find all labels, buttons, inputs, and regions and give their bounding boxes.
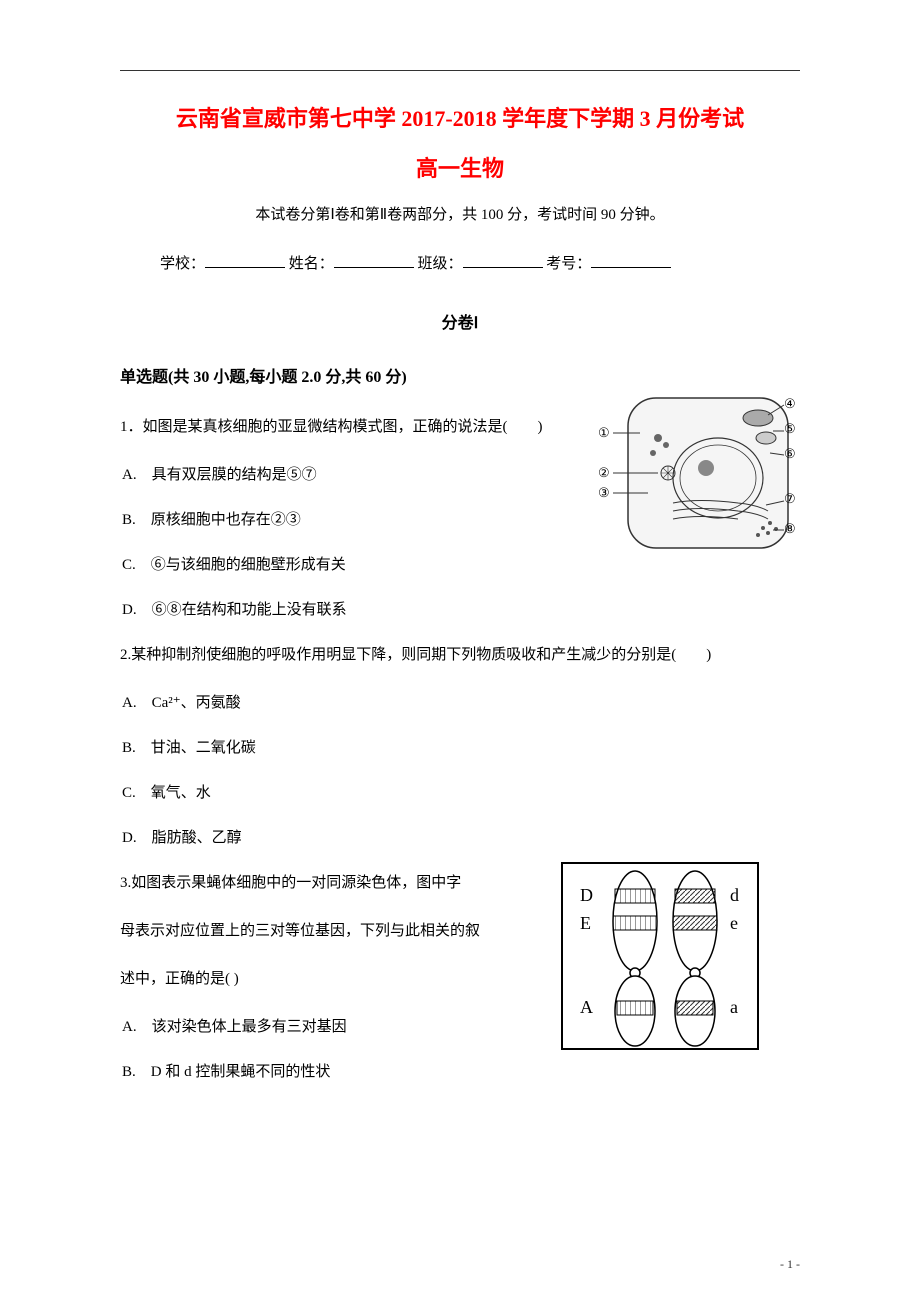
section-header: 分卷Ⅰ [120,309,800,333]
cell-figure: ① ② ③ ④ ⑤ ⑥ ⑦ ⑧ [598,393,798,558]
svg-text:③: ③ [598,485,610,500]
question-2: 2.某种抑制剂使细胞的呼吸作用明显下降，则同期下列物质吸收和产生减少的分别是( … [120,643,800,847]
name-label: 姓名： [289,256,334,272]
chromosome-figure: D E A d e a [560,861,760,1051]
examno-blank[interactable] [591,252,671,268]
svg-text:①: ① [598,425,610,440]
class-blank[interactable] [463,252,543,268]
svg-text:D: D [580,885,593,905]
svg-text:②: ② [598,465,610,480]
q1-option-d[interactable]: D. ⑥⑧在结构和功能上没有联系 [120,598,800,619]
title-sub: 高一生物 [120,151,800,183]
q2-option-c[interactable]: C. 氧气、水 [120,781,800,802]
q2-option-d[interactable]: D. 脂肪酸、乙醇 [120,826,800,847]
svg-text:⑧: ⑧ [784,521,796,536]
svg-text:E: E [580,913,591,933]
name-blank[interactable] [334,252,414,268]
mc-instruction: 单选题(共 30 小题,每小题 2.0 分,共 60 分) [120,363,800,387]
q2-option-a[interactable]: A. Ca²⁺、丙氨酸 [120,691,800,712]
exam-intro: 本试卷分第Ⅰ卷和第Ⅱ卷两部分，共 100 分，考试时间 90 分钟。 [120,203,800,224]
question-3: D E A d e a 3.如图表示果蝇体细胞中的一对同源染色体，图中字 母表示… [120,871,800,1081]
svg-text:a: a [730,997,738,1017]
svg-text:A: A [580,997,593,1017]
svg-text:⑤: ⑤ [784,421,796,436]
school-label: 学校： [160,256,205,272]
svg-text:④: ④ [784,396,796,411]
svg-text:d: d [730,885,739,905]
student-info-line: 学校： 姓名： 班级： 考号： [120,252,800,273]
q2-stem: 2.某种抑制剂使细胞的呼吸作用明显下降，则同期下列物质吸收和产生减少的分别是( … [120,643,800,667]
examno-label: 考号： [546,256,591,272]
svg-text:⑦: ⑦ [784,491,796,506]
page-number: - 1 - [780,1257,800,1272]
class-label: 班级： [418,256,463,272]
title-main: 云南省宣威市第七中学 2017-2018 学年度下学期 3 月份考试 [120,101,800,133]
svg-text:e: e [730,913,738,933]
svg-text:⑥: ⑥ [784,446,796,461]
question-1: ① ② ③ ④ ⑤ ⑥ ⑦ ⑧ 1．如图是某真核细胞的亚显微结构模式图，正确的说… [120,415,800,619]
school-blank[interactable] [205,252,285,268]
q2-option-b[interactable]: B. 甘油、二氧化碳 [120,736,800,757]
top-rule [120,70,800,71]
q3-option-b[interactable]: B. D 和 d 控制果蝇不同的性状 [120,1060,800,1081]
